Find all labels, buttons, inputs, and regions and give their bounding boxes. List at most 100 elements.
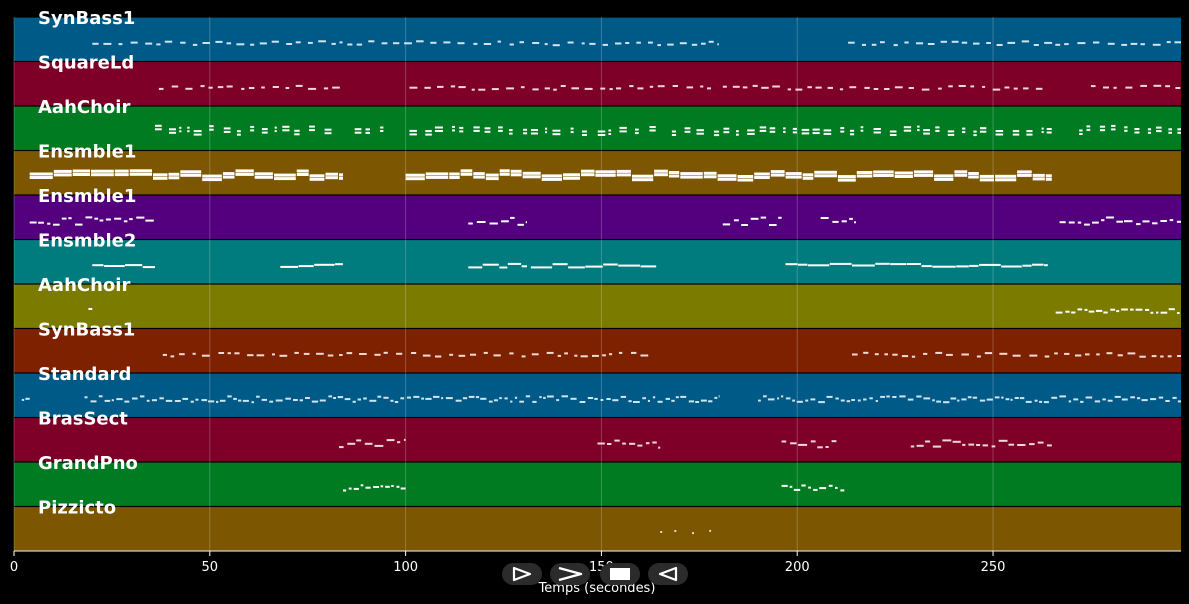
note (1012, 133, 1020, 136)
note (195, 398, 199, 401)
track-lane (14, 62, 1181, 106)
note (180, 173, 202, 177)
note (499, 169, 510, 173)
note (369, 399, 377, 402)
note (409, 133, 417, 136)
note (296, 169, 309, 173)
note (913, 173, 934, 177)
note (111, 399, 114, 402)
note-marks (21, 40, 1181, 535)
note (483, 43, 492, 45)
note (1130, 308, 1134, 311)
note (696, 132, 704, 135)
note (962, 131, 966, 134)
note (875, 400, 878, 402)
note (450, 85, 456, 88)
note (889, 134, 897, 136)
note (374, 444, 384, 447)
note (1147, 131, 1151, 134)
note (319, 399, 326, 402)
note (921, 265, 932, 268)
note (600, 87, 606, 90)
note (318, 40, 326, 43)
note (995, 178, 1017, 182)
note (1094, 400, 1101, 403)
note (863, 351, 869, 354)
note (104, 265, 125, 267)
note (531, 132, 538, 135)
note (29, 176, 53, 179)
note (1135, 308, 1143, 311)
note (1032, 173, 1045, 177)
note (145, 219, 154, 222)
note (840, 130, 845, 133)
note (547, 395, 554, 398)
note (407, 396, 411, 399)
note (356, 439, 362, 442)
note (339, 176, 343, 180)
note (580, 355, 588, 358)
track-label: Standard (38, 364, 131, 385)
back-button[interactable] (648, 563, 688, 585)
note (935, 126, 940, 129)
note (936, 400, 941, 403)
note (785, 397, 791, 400)
note (158, 87, 164, 90)
track-lane (14, 329, 1181, 373)
note (563, 173, 580, 177)
note (1166, 41, 1171, 44)
note (903, 126, 912, 129)
note (235, 172, 254, 176)
note (781, 440, 787, 443)
note (1041, 131, 1044, 134)
note (632, 178, 654, 182)
note (700, 85, 704, 88)
note (1008, 443, 1015, 446)
note (1145, 308, 1150, 311)
note (235, 169, 254, 173)
note (99, 219, 104, 222)
note (994, 396, 1000, 399)
note (910, 445, 915, 448)
note (1134, 128, 1140, 130)
note (1012, 354, 1021, 357)
note (1022, 264, 1032, 267)
forward-button[interactable] (550, 563, 590, 585)
note (105, 218, 111, 221)
note (979, 174, 994, 178)
note (935, 129, 940, 132)
note (254, 175, 273, 179)
note (201, 354, 210, 357)
stop-button[interactable] (600, 563, 640, 585)
play-button[interactable] (502, 563, 542, 585)
note (218, 352, 225, 354)
note (857, 399, 861, 402)
note (714, 134, 720, 137)
note (241, 87, 245, 90)
note (747, 129, 755, 132)
note (1039, 400, 1043, 403)
note (962, 443, 966, 446)
note (209, 128, 214, 131)
note (459, 130, 464, 133)
note (570, 127, 574, 130)
note (758, 399, 761, 402)
note (339, 173, 343, 177)
note (807, 264, 830, 267)
note (846, 400, 851, 403)
note (723, 131, 730, 134)
note (1047, 444, 1052, 447)
note (391, 485, 394, 487)
note (499, 397, 502, 400)
note (1167, 355, 1172, 358)
note (162, 353, 167, 356)
note (1093, 41, 1100, 44)
note (449, 176, 460, 179)
note (293, 399, 298, 401)
note (53, 223, 60, 226)
note (546, 351, 554, 354)
note (170, 355, 175, 358)
note (1080, 400, 1084, 403)
note (473, 172, 485, 176)
note (787, 88, 791, 91)
